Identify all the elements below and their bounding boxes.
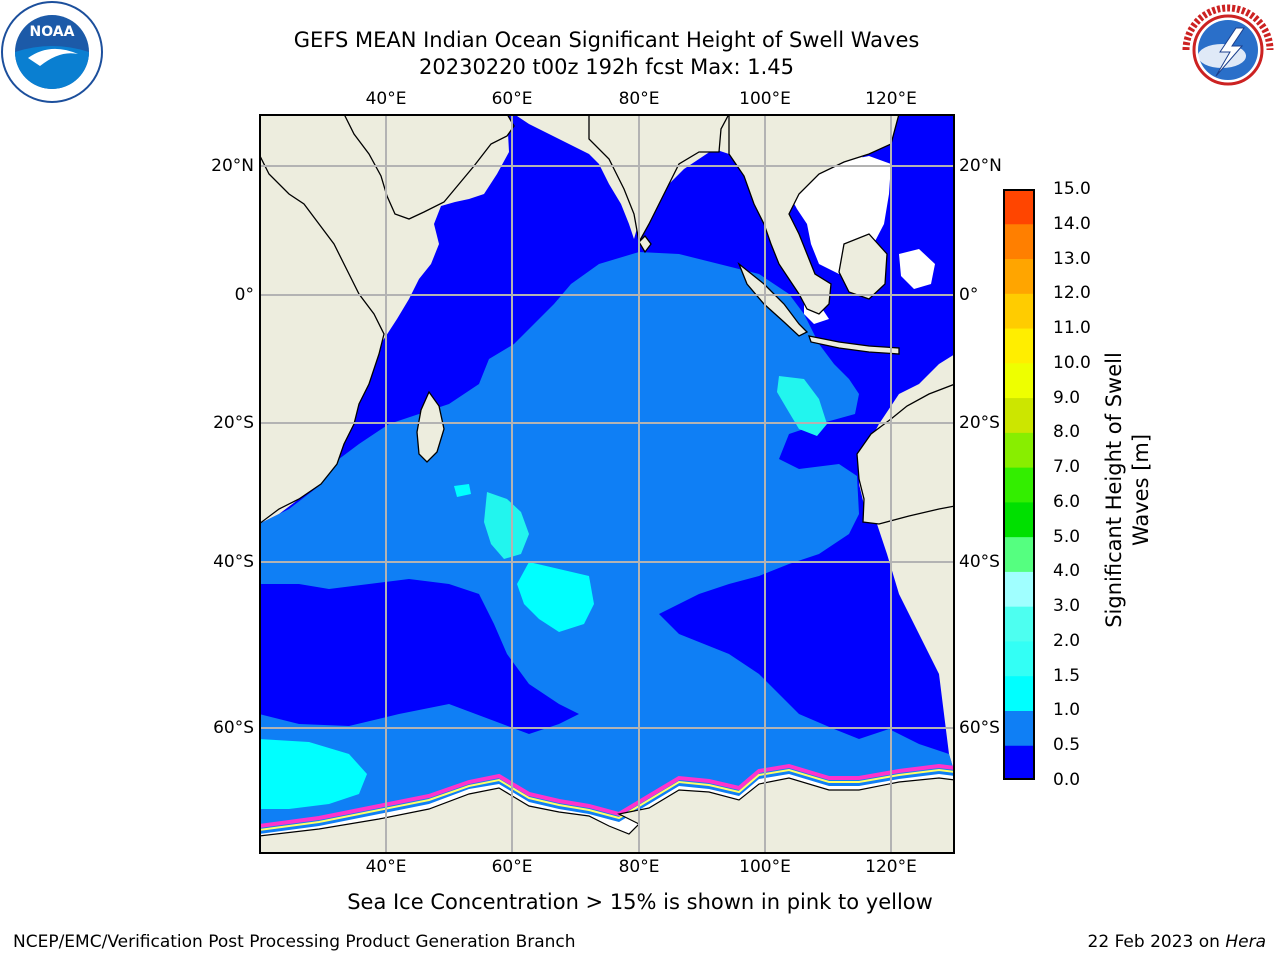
colorbar-segment <box>1003 745 1035 781</box>
colorbar-segment <box>1003 467 1035 503</box>
colorbar-segment <box>1003 606 1035 642</box>
colorbar-segment <box>1003 432 1035 468</box>
colorbar-title: Significant Height of Swell Waves [m] <box>1098 330 1158 650</box>
colorbar-tick-label: 3.0 <box>1053 596 1081 617</box>
lon-tick-bottom: 120°E <box>865 857 917 877</box>
colorbar-tick-label: 13.0 <box>1053 248 1091 269</box>
colorbar-segment <box>1003 675 1035 711</box>
colorbar-title-line1: Significant Height of Swell <box>1102 352 1126 628</box>
lat-tick-right: 60°S <box>959 718 1000 738</box>
lat-tick-left: 20°N <box>211 156 254 176</box>
lat-tick-left: 0° <box>234 285 254 305</box>
swell-height-map <box>259 114 955 854</box>
lon-tick-top: 120°E <box>865 89 917 109</box>
sea-ice-edge <box>259 763 955 828</box>
footer-date: 22 Feb 2023 on Hera <box>1088 932 1266 952</box>
lat-tick-right: 0° <box>959 285 979 305</box>
colorbar-segment <box>1003 258 1035 294</box>
map-frame <box>259 114 955 854</box>
noaa-logo-text: NOAA <box>30 24 75 40</box>
lat-tick-right: 40°S <box>959 552 1000 572</box>
lon-tick-top: 100°E <box>739 89 791 109</box>
sea-ice-caption: Sea Ice Concentration > 15% is shown in … <box>347 890 933 914</box>
colorbar-tick-label: 0.0 <box>1053 770 1081 790</box>
colorbar-segment <box>1003 640 1035 677</box>
colorbar <box>1003 189 1035 781</box>
colorbar-tick-label: 4.0 <box>1053 561 1081 582</box>
colorbar-segment <box>1003 362 1035 399</box>
colorbar-segment <box>1003 293 1035 329</box>
colorbar-tick-label: 10.0 <box>1053 352 1091 373</box>
colorbar-tick-label: 1.5 <box>1053 665 1081 686</box>
noaa-logo: NOAA <box>0 0 104 104</box>
colorbar-segment <box>1003 710 1035 746</box>
lon-tick-top: 40°E <box>365 89 407 109</box>
footer-credit: NCEP/EMC/Verification Post Processing Pr… <box>13 932 576 952</box>
lon-tick-bottom: 60°E <box>491 857 533 877</box>
colorbar-tick-label: 5.0 <box>1053 526 1081 547</box>
footer-date-text: 22 Feb 2023 on <box>1087 932 1226 952</box>
lon-tick-top: 80°E <box>618 89 660 109</box>
colorbar-tick-label: 2.0 <box>1053 630 1081 651</box>
colorbar-labels: 0.0 0.5 1.0 1.5 2.0 3.0 4.0 5.0 6.0 7.0 8.0 9.0 10.0… <box>1053 0 1123 960</box>
colorbar-tick-label: 12.0 <box>1053 283 1091 304</box>
nws-logo <box>1176 0 1280 104</box>
colorbar-tick-label: 15.0 <box>1053 179 1091 199</box>
colorbar-segment <box>1003 501 1035 538</box>
lon-tick-bottom: 80°E <box>618 857 660 877</box>
ocean-medium-blue <box>259 252 955 854</box>
colorbar-tick-label: 1.0 <box>1053 700 1081 721</box>
lat-tick-left: 40°S <box>213 552 254 572</box>
colorbar-tick-label: 9.0 <box>1053 387 1081 408</box>
colorbar-segment <box>1003 189 1035 225</box>
ocean-cyan-patch <box>517 562 594 632</box>
colorbar-segment <box>1003 536 1035 572</box>
lat-tick-right: 20°S <box>959 413 1000 433</box>
colorbar-segment <box>1003 223 1035 260</box>
colorbar-segment <box>1003 397 1035 433</box>
colorbar-tick-label: 11.0 <box>1053 318 1091 339</box>
colorbar-tick-label: 8.0 <box>1053 422 1081 443</box>
colorbar-segment <box>1003 571 1035 607</box>
map-subtitle: 20230220 t00z 192h fcst Max: 1.45 <box>419 55 794 79</box>
lon-tick-bottom: 100°E <box>739 857 791 877</box>
lon-tick-bottom: 40°E <box>365 857 407 877</box>
footer-host: Hera <box>1225 932 1266 952</box>
colorbar-title-line2: Waves [m] <box>1129 434 1153 546</box>
lat-tick-left: 60°S <box>213 718 254 738</box>
colorbar-tick-label: 7.0 <box>1053 457 1081 478</box>
colorbar-tick-label: 0.5 <box>1053 735 1081 756</box>
colorbar-tick-label: 14.0 <box>1053 213 1091 234</box>
map-title: GEFS MEAN Indian Ocean Significant Heigh… <box>293 28 920 52</box>
lat-tick-right: 20°N <box>959 156 1002 176</box>
map-grid <box>259 114 955 854</box>
colorbar-tick-label: 6.0 <box>1053 491 1081 512</box>
lon-tick-top: 60°E <box>491 89 533 109</box>
lat-tick-left: 20°S <box>213 413 254 433</box>
colorbar-segment <box>1003 328 1035 364</box>
